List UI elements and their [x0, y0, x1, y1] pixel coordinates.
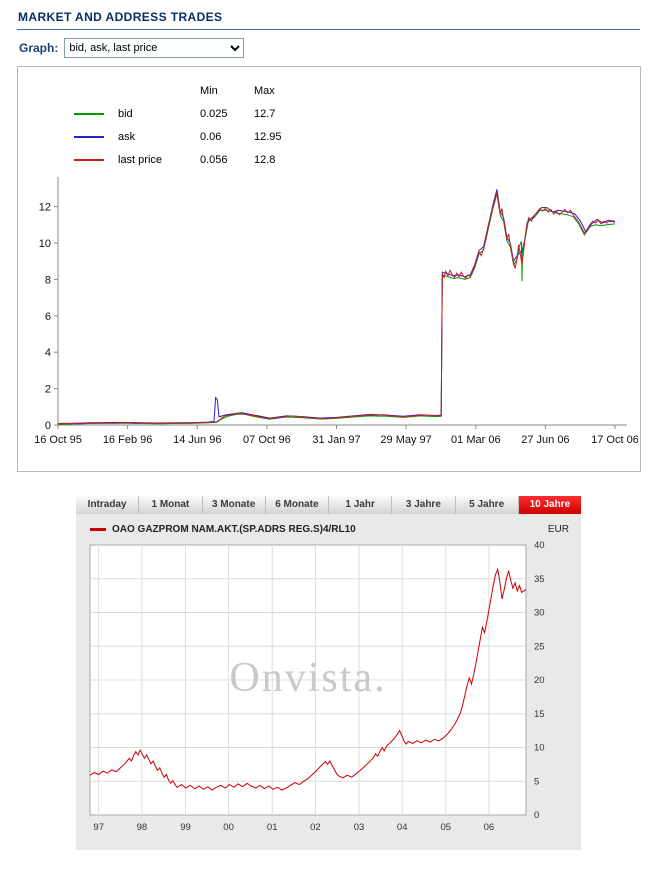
range-tabs: Intraday 1 Monat 3 Monate 6 Monate 1 Jahr 3 J… [76, 496, 581, 514]
svg-text:01: 01 [267, 822, 278, 833]
svg-text:02: 02 [310, 822, 321, 833]
svg-text:2: 2 [45, 384, 51, 396]
tab-3-monate[interactable]: 3 Monate [202, 496, 266, 514]
svg-text:5: 5 [534, 776, 539, 787]
legend-row-ask: ask 0.06 12.95 [70, 125, 304, 148]
svg-text:04: 04 [397, 822, 408, 833]
series-max: 12.8 [254, 153, 276, 166]
svg-text:0: 0 [534, 810, 539, 821]
svg-text:12: 12 [39, 202, 51, 214]
svg-text:0: 0 [45, 420, 51, 432]
series-swatch-icon [74, 112, 104, 115]
series-label: last price [118, 153, 163, 166]
svg-text:01 Mar 06: 01 Mar 06 [451, 434, 501, 446]
tab-3-jahre[interactable]: 3 Jahre [392, 496, 456, 514]
svg-text:10: 10 [534, 743, 545, 754]
svg-text:6: 6 [45, 311, 51, 323]
svg-text:16 Oct 95: 16 Oct 95 [34, 434, 82, 446]
series-label: ask [118, 130, 136, 143]
svg-text:35: 35 [534, 574, 545, 585]
svg-text:17 Oct 06: 17 Oct 06 [591, 434, 638, 446]
series-min: 0.06 [200, 130, 222, 143]
svg-text:40: 40 [534, 540, 545, 551]
legend-header-row: Min Max [70, 79, 304, 102]
trades-chart-legend: Min Max bid 0.025 12.7 ask 0.06 12.95 last pri… [70, 79, 304, 171]
page-title: MARKET AND ADDRESS TRADES [18, 10, 223, 24]
legend-row-last-price: last price 0.056 12.8 [70, 148, 304, 171]
tab-6-monate[interactable]: 6 Monate [265, 496, 329, 514]
svg-text:10: 10 [39, 238, 51, 250]
svg-text:27 Jun 06: 27 Jun 06 [521, 434, 569, 446]
svg-text:03: 03 [354, 822, 365, 833]
legend-table-body: Min Max bid 0.025 12.7 ask 0.06 12.95 last pri… [70, 79, 304, 171]
watermark: Onvista. [229, 655, 386, 701]
graph-label: Graph: [19, 41, 59, 55]
svg-text:31 Jan 97: 31 Jan 97 [312, 434, 360, 446]
bid-ask-last-chart: 0 2 4 6 8 10 12 16 Oct 95 16 Feb 96 14 Jun 96 07 O… [34, 177, 639, 446]
series-label: bid [118, 107, 133, 120]
svg-text:99: 99 [180, 822, 191, 833]
gazprom-widget: Intraday 1 Monat 3 Monate 6 Monate 1 Jahr 3 J… [76, 496, 581, 850]
series-max: 12.7 [254, 107, 276, 120]
tab-1-jahr[interactable]: 1 Jahr [329, 496, 393, 514]
svg-text:05: 05 [441, 822, 452, 833]
title-divider [17, 29, 640, 30]
graph-select[interactable]: bid, ask, last price [64, 38, 245, 58]
series-swatch-icon [74, 158, 104, 161]
series-min: 0.056 [200, 153, 228, 166]
series-max: 12.95 [254, 130, 282, 143]
svg-text:15: 15 [534, 709, 545, 720]
currency-label: EUR [547, 524, 569, 535]
svg-text:06: 06 [484, 822, 495, 833]
svg-text:98: 98 [137, 822, 148, 833]
tab-5-jahre[interactable]: 5 Jahre [455, 496, 519, 514]
gazprom-legend: OAO GAZPROM NAM.AKT.(SP.ADRS REG.S)4/RL1… [90, 524, 569, 535]
svg-text:30: 30 [534, 608, 545, 619]
svg-text:97: 97 [93, 822, 104, 833]
svg-text:00: 00 [223, 822, 234, 833]
graph-selector-row: Graph: bid, ask, last price [19, 38, 657, 58]
tab-intraday[interactable]: Intraday [76, 496, 140, 514]
svg-text:20: 20 [534, 675, 545, 686]
series-swatch-icon [74, 135, 104, 138]
instrument-name: OAO GAZPROM NAM.AKT.(SP.ADRS REG.S)4/RL1… [112, 524, 356, 535]
svg-text:14 Jun 96: 14 Jun 96 [173, 434, 221, 446]
series-min: 0.025 [200, 107, 228, 120]
svg-text:29 May 97: 29 May 97 [380, 434, 431, 446]
svg-text:25: 25 [534, 641, 545, 652]
legend-row-bid: bid 0.025 12.7 [70, 102, 304, 125]
series-color-dash-icon [90, 528, 106, 531]
svg-text:07 Oct 96: 07 Oct 96 [243, 434, 291, 446]
svg-text:8: 8 [45, 274, 51, 286]
tab-10-jahre[interactable]: 10 Jahre [518, 496, 581, 514]
svg-text:16 Feb 96: 16 Feb 96 [103, 434, 153, 446]
svg-text:4: 4 [45, 347, 51, 359]
legend-col-max: Max [254, 84, 275, 97]
trades-chart-panel: Min Max bid 0.025 12.7 ask 0.06 12.95 last pri… [17, 66, 641, 472]
tab-1-monat[interactable]: 1 Monat [139, 496, 203, 514]
legend-col-min: Min [200, 84, 218, 97]
